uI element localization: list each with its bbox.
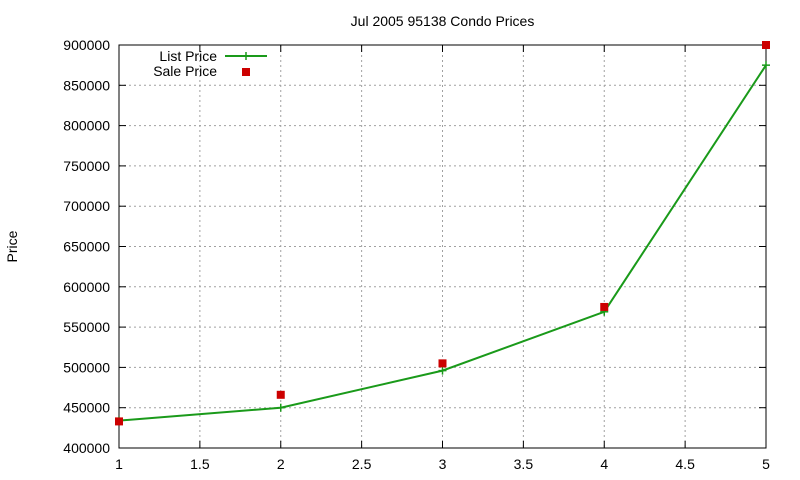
y-tick-label: 850000 — [63, 77, 110, 93]
legend: List Price Sale Price — [153, 48, 267, 79]
y-tick-label: 800000 — [63, 118, 110, 134]
data-point-list-price — [438, 366, 447, 375]
grid-lines — [119, 45, 766, 448]
x-tick-label: 2.5 — [352, 456, 372, 472]
x-tick-label: 4.5 — [675, 456, 695, 472]
x-tick-label: 3.5 — [514, 456, 534, 472]
x-tick-label: 4 — [600, 456, 608, 472]
y-tick-label: 500000 — [63, 359, 110, 375]
chart-title: Jul 2005 95138 Condo Prices — [351, 13, 535, 29]
x-tick-label: 1 — [115, 456, 123, 472]
data-point-sale-price — [276, 390, 285, 399]
legend-label-sale-price: Sale Price — [153, 63, 217, 79]
y-axis-label: Price — [4, 230, 20, 262]
x-tick-label: 1.5 — [190, 456, 210, 472]
series-layer — [115, 41, 770, 426]
legend-swatch-sale-price — [242, 68, 250, 76]
x-tick-label: 3 — [439, 456, 447, 472]
legend-square — [242, 68, 250, 76]
data-point-sale-price — [115, 417, 123, 426]
y-tick-label: 400000 — [63, 440, 110, 456]
legend-label-list-price: List Price — [159, 48, 217, 64]
data-point-list-price — [762, 61, 770, 70]
y-tick-label: 450000 — [63, 400, 110, 416]
y-tick-label: 750000 — [63, 158, 110, 174]
data-point-sale-price — [762, 41, 770, 49]
data-point-sale-price — [600, 302, 609, 311]
y-tick-label: 650000 — [63, 239, 110, 255]
data-point-sale-price — [438, 359, 447, 368]
y-tick-label: 700000 — [63, 198, 110, 214]
y-tick-label: 600000 — [63, 279, 110, 295]
legend-swatch-list-price — [225, 52, 267, 60]
x-tick-label: 2 — [277, 456, 285, 472]
y-tick-label: 900000 — [63, 37, 110, 53]
y-axis: 400000 450000 500000 550000 600000 650000 7000… — [63, 37, 766, 456]
x-axis: 1 1.5 2 2.5 3 3.5 4 4.5 5 — [115, 45, 770, 472]
x-tick-label: 5 — [762, 456, 770, 472]
data-point-list-price — [276, 403, 285, 412]
y-tick-label: 550000 — [63, 319, 110, 335]
